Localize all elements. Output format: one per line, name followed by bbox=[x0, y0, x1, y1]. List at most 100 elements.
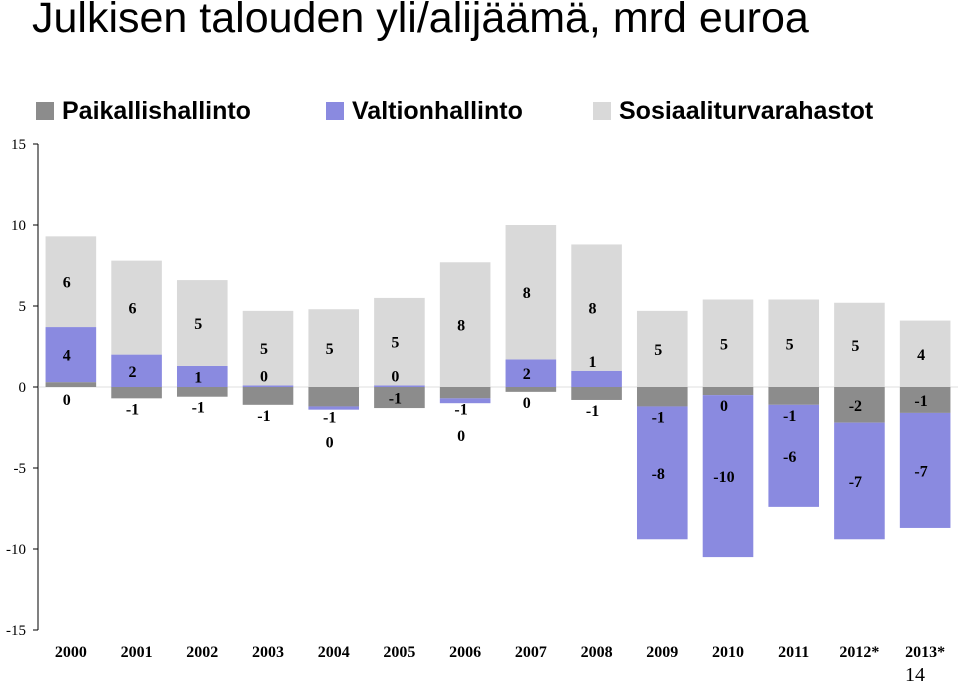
x-tick-label: 2013* bbox=[905, 644, 945, 661]
bar-valtionhallinto-2013e bbox=[899, 412, 951, 528]
legend-swatch-paikallishallinto bbox=[36, 102, 54, 120]
data-label-sosiaaliturvarahastot: 5 bbox=[786, 336, 794, 353]
legend-label-valtionhallinto: Valtionhallinto bbox=[352, 96, 523, 125]
data-label-valtionhallinto: 0 bbox=[457, 428, 465, 445]
y-tick-label: 5 bbox=[19, 299, 27, 315]
page-number: 14 bbox=[905, 664, 925, 686]
bar-sosiaaliturvarahastot-2000 bbox=[45, 236, 97, 328]
bar-sosiaaliturvarahastot-2005 bbox=[374, 297, 425, 386]
data-label-valtionhallinto: 1 bbox=[589, 354, 597, 371]
data-label-sosiaaliturvarahastot: 8 bbox=[523, 285, 531, 302]
data-label-paikallishallinto: -1 bbox=[257, 408, 270, 425]
bar-valtionhallinto-2011 bbox=[768, 404, 820, 507]
y-tick-label: -15 bbox=[6, 623, 26, 639]
data-label-sosiaaliturvarahastot: 5 bbox=[194, 316, 202, 333]
bar-sosiaaliturvarahastot-2004 bbox=[308, 309, 360, 387]
x-tick-label: 2009 bbox=[646, 644, 678, 661]
data-label-valtionhallinto: 2 bbox=[129, 364, 137, 381]
bar-valtionhallinto-2009 bbox=[636, 406, 688, 540]
data-label-valtionhallinto: 0 bbox=[260, 368, 268, 385]
legend-label-sosiaaliturvarahastot: Sosiaaliturvarahastot bbox=[619, 96, 874, 125]
bar-valtionhallinto-2007 bbox=[505, 359, 557, 387]
bar-paikallishallinto-2005 bbox=[374, 387, 425, 409]
data-label-sosiaaliturvarahastot: 6 bbox=[63, 275, 71, 292]
data-label-valtionhallinto: 4 bbox=[63, 348, 71, 365]
bar-paikallishallinto-2000 bbox=[45, 382, 97, 387]
data-label-paikallishallinto: 0 bbox=[720, 398, 728, 415]
data-label-valtionhallinto: -6 bbox=[783, 449, 796, 466]
data-label-sosiaaliturvarahastot: 4 bbox=[917, 347, 925, 364]
data-label-paikallishallinto: -1 bbox=[454, 401, 467, 418]
data-label-valtionhallinto: 0 bbox=[391, 368, 399, 385]
bar-paikallishallinto-2008 bbox=[571, 387, 622, 400]
data-label-sosiaaliturvarahastot: 5 bbox=[260, 341, 268, 358]
x-tick-label: 2007 bbox=[515, 644, 547, 661]
bar-paikallishallinto-2004 bbox=[308, 387, 360, 407]
bar-valtionhallinto-2006 bbox=[439, 398, 491, 404]
legend-item-sosiaaliturvarahastot: Sosiaaliturvarahastot bbox=[593, 94, 873, 128]
data-label-paikallishallinto: -1 bbox=[586, 403, 599, 420]
bar-valtionhallinto-2012e bbox=[834, 422, 885, 540]
x-tick-label: 2010 bbox=[712, 644, 744, 661]
data-label-sosiaaliturvarahastot: 8 bbox=[457, 318, 465, 335]
y-tick-label: -10 bbox=[6, 542, 26, 558]
bar-valtionhallinto-2000 bbox=[45, 327, 97, 383]
legend-swatch-sosiaaliturvarahastot bbox=[593, 102, 611, 120]
bar-paikallishallinto-2013e bbox=[899, 387, 951, 413]
data-label-paikallishallinto: -2 bbox=[849, 398, 862, 415]
data-label-valtionhallinto: -7 bbox=[914, 463, 927, 480]
legend-swatch-valtionhallinto bbox=[326, 102, 344, 120]
data-label-valtionhallinto: 1 bbox=[194, 369, 202, 386]
data-label-valtionhallinto: -10 bbox=[713, 469, 734, 486]
bar-paikallishallinto-2007 bbox=[505, 387, 557, 392]
data-label-paikallishallinto: -1 bbox=[652, 409, 665, 426]
data-label-paikallishallinto: -1 bbox=[192, 400, 205, 417]
legend-label-paikallishallinto: Paikallishallinto bbox=[62, 96, 251, 125]
bar-sosiaaliturvarahastot-2013e bbox=[899, 320, 951, 387]
bar-sosiaaliturvarahastot-2006 bbox=[439, 262, 491, 387]
bar-paikallishallinto-2012e bbox=[834, 387, 885, 423]
x-tick-label: 2003 bbox=[252, 644, 284, 661]
bar-paikallishallinto-2011 bbox=[768, 387, 820, 405]
bar-valtionhallinto-2001 bbox=[111, 354, 162, 387]
bar-sosiaaliturvarahastot-2003 bbox=[242, 310, 294, 386]
x-tick-label: 2002 bbox=[186, 644, 218, 661]
data-label-sosiaaliturvarahastot: 5 bbox=[654, 342, 662, 359]
data-label-sosiaaliturvarahastot: 8 bbox=[589, 301, 597, 318]
bar-paikallishallinto-2010 bbox=[702, 387, 754, 396]
y-tick-label: 10 bbox=[11, 218, 26, 234]
data-label-paikallishallinto: -1 bbox=[783, 408, 796, 425]
bar-sosiaaliturvarahastot-2002 bbox=[176, 280, 228, 366]
x-tick-label: 2005 bbox=[383, 644, 415, 661]
data-label-paikallishallinto: 0 bbox=[523, 395, 531, 412]
data-label-valtionhallinto: -7 bbox=[849, 474, 862, 491]
bar-paikallishallinto-2009 bbox=[636, 387, 688, 407]
bar-paikallishallinto-2006 bbox=[439, 387, 491, 399]
data-label-sosiaaliturvarahastot: 5 bbox=[851, 338, 859, 355]
bar-sosiaaliturvarahastot-2009 bbox=[636, 310, 688, 387]
y-tick-label: 15 bbox=[11, 137, 26, 153]
bar-sosiaaliturvarahastot-2001 bbox=[111, 260, 162, 355]
bar-sosiaaliturvarahastot-2012e bbox=[834, 302, 885, 387]
y-tick-label: 0 bbox=[19, 380, 27, 396]
data-label-paikallishallinto: -1 bbox=[126, 401, 139, 418]
data-label-paikallishallinto: -1 bbox=[389, 391, 402, 408]
legend-item-valtionhallinto: Valtionhallinto bbox=[326, 94, 523, 128]
data-label-paikallishallinto: -1 bbox=[323, 409, 336, 426]
x-tick-label: 2001 bbox=[121, 644, 153, 661]
bar-sosiaaliturvarahastot-2010 bbox=[702, 299, 754, 387]
data-label-sosiaaliturvarahastot: 5 bbox=[720, 336, 728, 353]
data-label-paikallishallinto: 0 bbox=[63, 392, 71, 409]
data-label-valtionhallinto: 0 bbox=[326, 435, 334, 452]
data-label-paikallishallinto: -1 bbox=[914, 393, 927, 410]
x-tick-label: 2000 bbox=[55, 644, 87, 661]
legend-item-paikallishallinto: Paikallishallinto bbox=[36, 94, 251, 128]
bar-sosiaaliturvarahastot-2007 bbox=[505, 225, 557, 360]
data-label-sosiaaliturvarahastot: 6 bbox=[129, 301, 137, 318]
bar-sosiaaliturvarahastot-2011 bbox=[768, 299, 820, 387]
y-tick-label: -5 bbox=[14, 461, 27, 477]
data-label-valtionhallinto: 2 bbox=[523, 366, 531, 383]
bar-valtionhallinto-2005 bbox=[374, 385, 425, 387]
bar-paikallishallinto-2003 bbox=[242, 387, 294, 405]
